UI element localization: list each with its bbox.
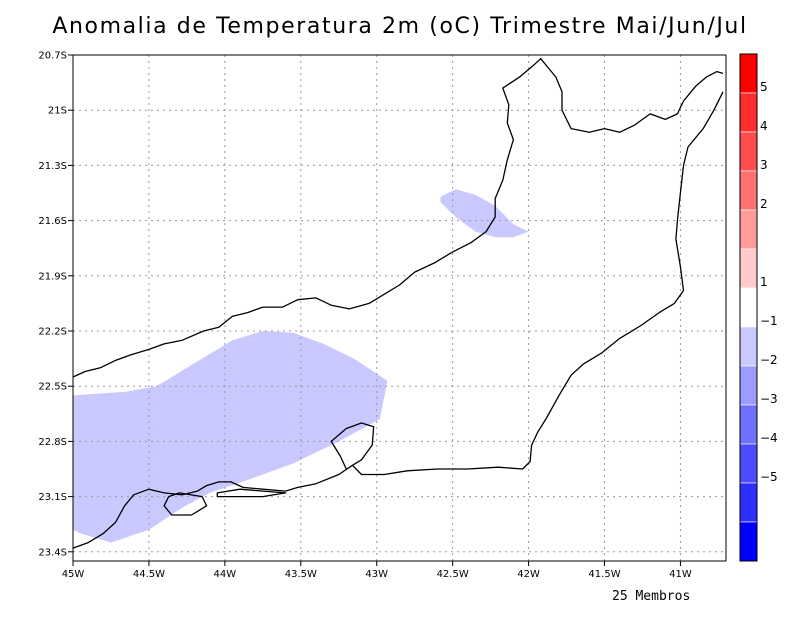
x-tick-label: 41.5W [588, 569, 620, 580]
y-tick-label: 23.4S [38, 547, 67, 558]
y-tick-label: 21.9S [38, 271, 67, 282]
y-tick-label: 23.1S [38, 492, 67, 503]
x-tick-label: 42.5W [437, 569, 469, 580]
colorbar-swatch [739, 482, 758, 523]
colorbar-label: 4 [760, 119, 768, 133]
guanabara-bay [330, 422, 375, 470]
colorbar-swatch [739, 443, 758, 484]
anomaly-region-1 [73, 331, 388, 543]
colorbar-label: 1 [760, 275, 768, 289]
colorbar-swatch [739, 326, 758, 367]
x-tick-label: 45W [62, 569, 85, 580]
anomaly-region-2 [440, 189, 529, 238]
members-count-note: 25 Membros [612, 589, 691, 604]
x-tick-label: 42W [517, 569, 540, 580]
colorbar-label: −4 [760, 431, 778, 445]
y-tick-label: 22.5S [38, 382, 67, 393]
colorbar-border [739, 53, 758, 562]
map-frame [72, 54, 727, 562]
y-tick-label: 22.8S [38, 437, 67, 448]
y-tick-label: 20.7S [38, 51, 67, 62]
x-tick-label: 43W [365, 569, 388, 580]
y-tick-label: 22.2S [38, 327, 67, 338]
colorbar-swatch [739, 287, 758, 328]
ilha-grande [163, 492, 208, 516]
colorbar-label: 5 [760, 80, 768, 94]
colorbar-label: −3 [760, 392, 778, 406]
colorbar-swatch [739, 92, 758, 133]
map-title: Anomalia de Temperatura 2m (oC) Trimestr… [52, 14, 748, 39]
colorbar-swatch [739, 248, 758, 289]
x-tick-label: 44W [214, 569, 237, 580]
y-tick-label: 21.3S [38, 161, 67, 172]
colorbar-swatch [739, 170, 758, 211]
x-tick-label: 43.5W [285, 569, 317, 580]
colorbar-label: 3 [760, 158, 768, 172]
marambaia-restinga [216, 488, 287, 498]
y-tick-label: 21.6S [38, 216, 67, 227]
coastline [72, 91, 724, 549]
colorbar-swatch [739, 131, 758, 172]
colorbar-swatch [739, 53, 758, 94]
colorbar-label: −5 [760, 470, 778, 484]
colorbar-swatch [739, 521, 758, 562]
colorbar-swatch [739, 404, 758, 445]
y-tick-label: 21S [48, 106, 67, 117]
colorbar-label: 2 [760, 197, 768, 211]
coastline-layer [72, 58, 724, 549]
x-tick-label: 41W [669, 569, 692, 580]
colorbar-legend: 5 4 3 2 1 −1 −2 −3 −4 −5 [739, 53, 778, 562]
axis-tick-layer: 45W 44.5W 44W 43.5W 43W 42.5W 42W 41.5W 41W 20.7S… [38, 51, 691, 581]
colorbar-swatch [739, 365, 758, 406]
x-tick-label: 44.5W [133, 569, 165, 580]
state-border [72, 58, 724, 378]
colorbar-label: −1 [760, 314, 778, 328]
colorbar-label: −2 [760, 353, 778, 367]
colorbar-swatch [739, 209, 758, 250]
